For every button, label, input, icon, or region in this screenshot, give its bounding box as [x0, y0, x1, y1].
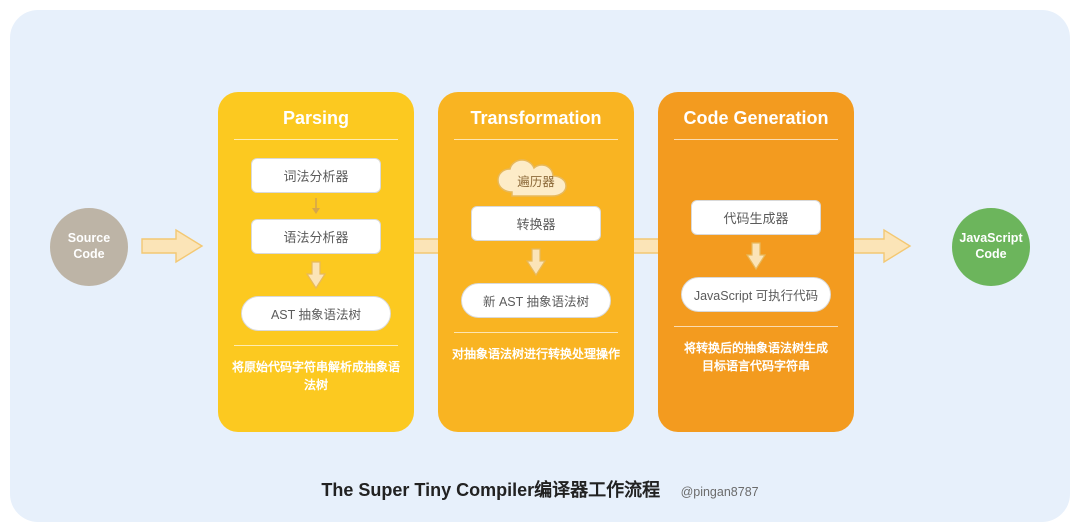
- down-arrow-icon: [525, 247, 547, 277]
- cloud-label: 遍历器: [492, 158, 580, 202]
- down-arrow-small-icon: [310, 197, 322, 215]
- divider: [234, 139, 398, 140]
- stage-codegen: Code Generation 代码生成器 JavaScript 可执行代码 将转…: [658, 92, 854, 432]
- stage-box: 语法分析器: [251, 219, 381, 254]
- stage-codegen-desc: 将转换后的抽象语法树生成目标语言代码字符串: [672, 339, 840, 375]
- stage-output-ellipse: JavaScript 可执行代码: [681, 277, 831, 312]
- flow-arrow-0: [140, 226, 204, 266]
- flow-arrow-3: [848, 226, 912, 266]
- stage-codegen-title: Code Generation: [672, 108, 840, 129]
- stage-parsing: Parsing 词法分析器语法分析器 AST 抽象语法树 将原始代码字符串解析成抽…: [218, 92, 414, 432]
- down-arrow-icon: [745, 241, 767, 271]
- stage-parsing-desc: 将原始代码字符串解析成抽象语法树: [232, 358, 400, 394]
- stage-box: 代码生成器: [691, 200, 821, 235]
- source-code-circle: SourceCode: [50, 208, 128, 286]
- diagram-credit: @pingan8787: [681, 485, 759, 499]
- stage-transformation: Transformation 遍历器转换器新 AST 抽象语法树 对抽象语法树进…: [438, 92, 634, 432]
- javascript-code-label: JavaScriptCode: [959, 231, 1022, 262]
- javascript-code-circle: JavaScriptCode: [952, 208, 1030, 286]
- source-code-label: SourceCode: [68, 231, 110, 262]
- stage-transformation-title: Transformation: [452, 108, 620, 129]
- stage-transformation-body: 遍历器转换器新 AST 抽象语法树: [452, 158, 620, 318]
- diagram-canvas: SourceCode Parsing 词法分析器语法分析器 AST 抽象语法树 将…: [10, 10, 1070, 522]
- divider: [674, 139, 838, 140]
- diagram-title: The Super Tiny Compiler编译器工作流程: [321, 480, 660, 500]
- stage-output-ellipse: AST 抽象语法树: [241, 296, 391, 331]
- stage-parsing-body: 词法分析器语法分析器 AST 抽象语法树: [232, 158, 400, 331]
- stage-box: 词法分析器: [251, 158, 381, 193]
- stage-output-ellipse: 新 AST 抽象语法树: [461, 283, 611, 318]
- divider: [674, 326, 838, 327]
- divider: [454, 139, 618, 140]
- divider: [234, 345, 398, 346]
- spacer: [672, 158, 840, 200]
- stage-codegen-body: 代码生成器 JavaScript 可执行代码: [672, 158, 840, 312]
- stage-box: 转换器: [471, 206, 601, 241]
- stage-parsing-title: Parsing: [232, 108, 400, 129]
- diagram-footer: The Super Tiny Compiler编译器工作流程 @pingan87…: [10, 476, 1070, 502]
- divider: [454, 332, 618, 333]
- traverser-cloud: 遍历器: [492, 158, 580, 202]
- stage-transformation-desc: 对抽象语法树进行转换处理操作: [452, 345, 620, 363]
- down-arrow-icon: [305, 260, 327, 290]
